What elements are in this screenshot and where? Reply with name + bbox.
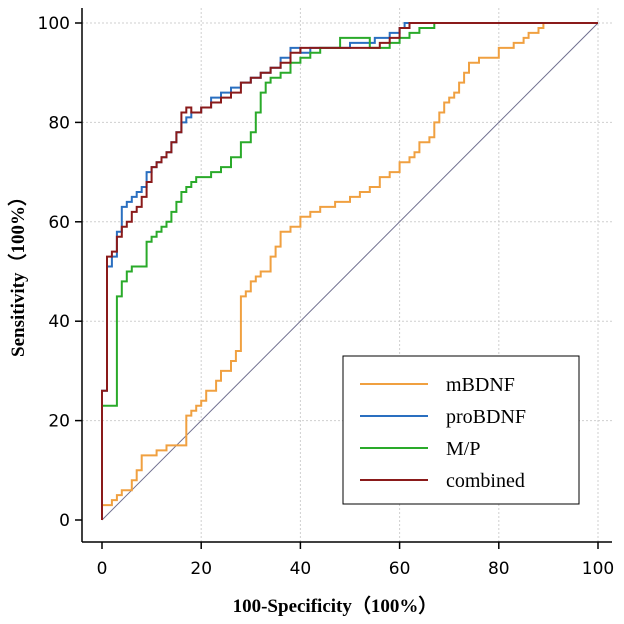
series-line-m-p — [101, 22, 598, 520]
x-axis-title: 100-Specificity（100%） — [233, 594, 438, 617]
y-tick-label: 20 — [48, 412, 70, 432]
x-tick-label: 0 — [97, 559, 108, 579]
legend-label: M/P — [446, 438, 480, 460]
x-tick-label: 80 — [488, 559, 510, 579]
y-axis-title: Sensitivity（100%） — [6, 187, 29, 357]
y-tick-label: 60 — [48, 213, 70, 233]
y-tick-label: 0 — [59, 511, 70, 531]
y-tick-label: 100 — [38, 14, 70, 34]
y-tick-label: 40 — [48, 312, 70, 332]
reference-line — [101, 22, 599, 521]
x-tick-label: 100 — [582, 559, 614, 579]
series-line-mbdnf — [101, 22, 598, 520]
legend-label: proBDNF — [446, 406, 526, 428]
legend: mBDNF proBDNF M/P combined — [342, 355, 580, 505]
x-tick-label: 60 — [389, 559, 411, 579]
axes — [81, 8, 612, 543]
legend-label: mBDNF — [446, 374, 515, 396]
x-tick-label: 40 — [290, 559, 312, 579]
series-line-combined — [101, 22, 598, 520]
y-tick-label: 80 — [48, 113, 70, 133]
axis-ticks: 0 20 40 60 80 100 0 20 40 60 80 100 — [38, 14, 615, 579]
legend-label: combined — [446, 470, 525, 492]
x-tick-label: 20 — [190, 559, 212, 579]
roc-curves — [101, 22, 598, 520]
reference-diagonal — [101, 22, 599, 521]
